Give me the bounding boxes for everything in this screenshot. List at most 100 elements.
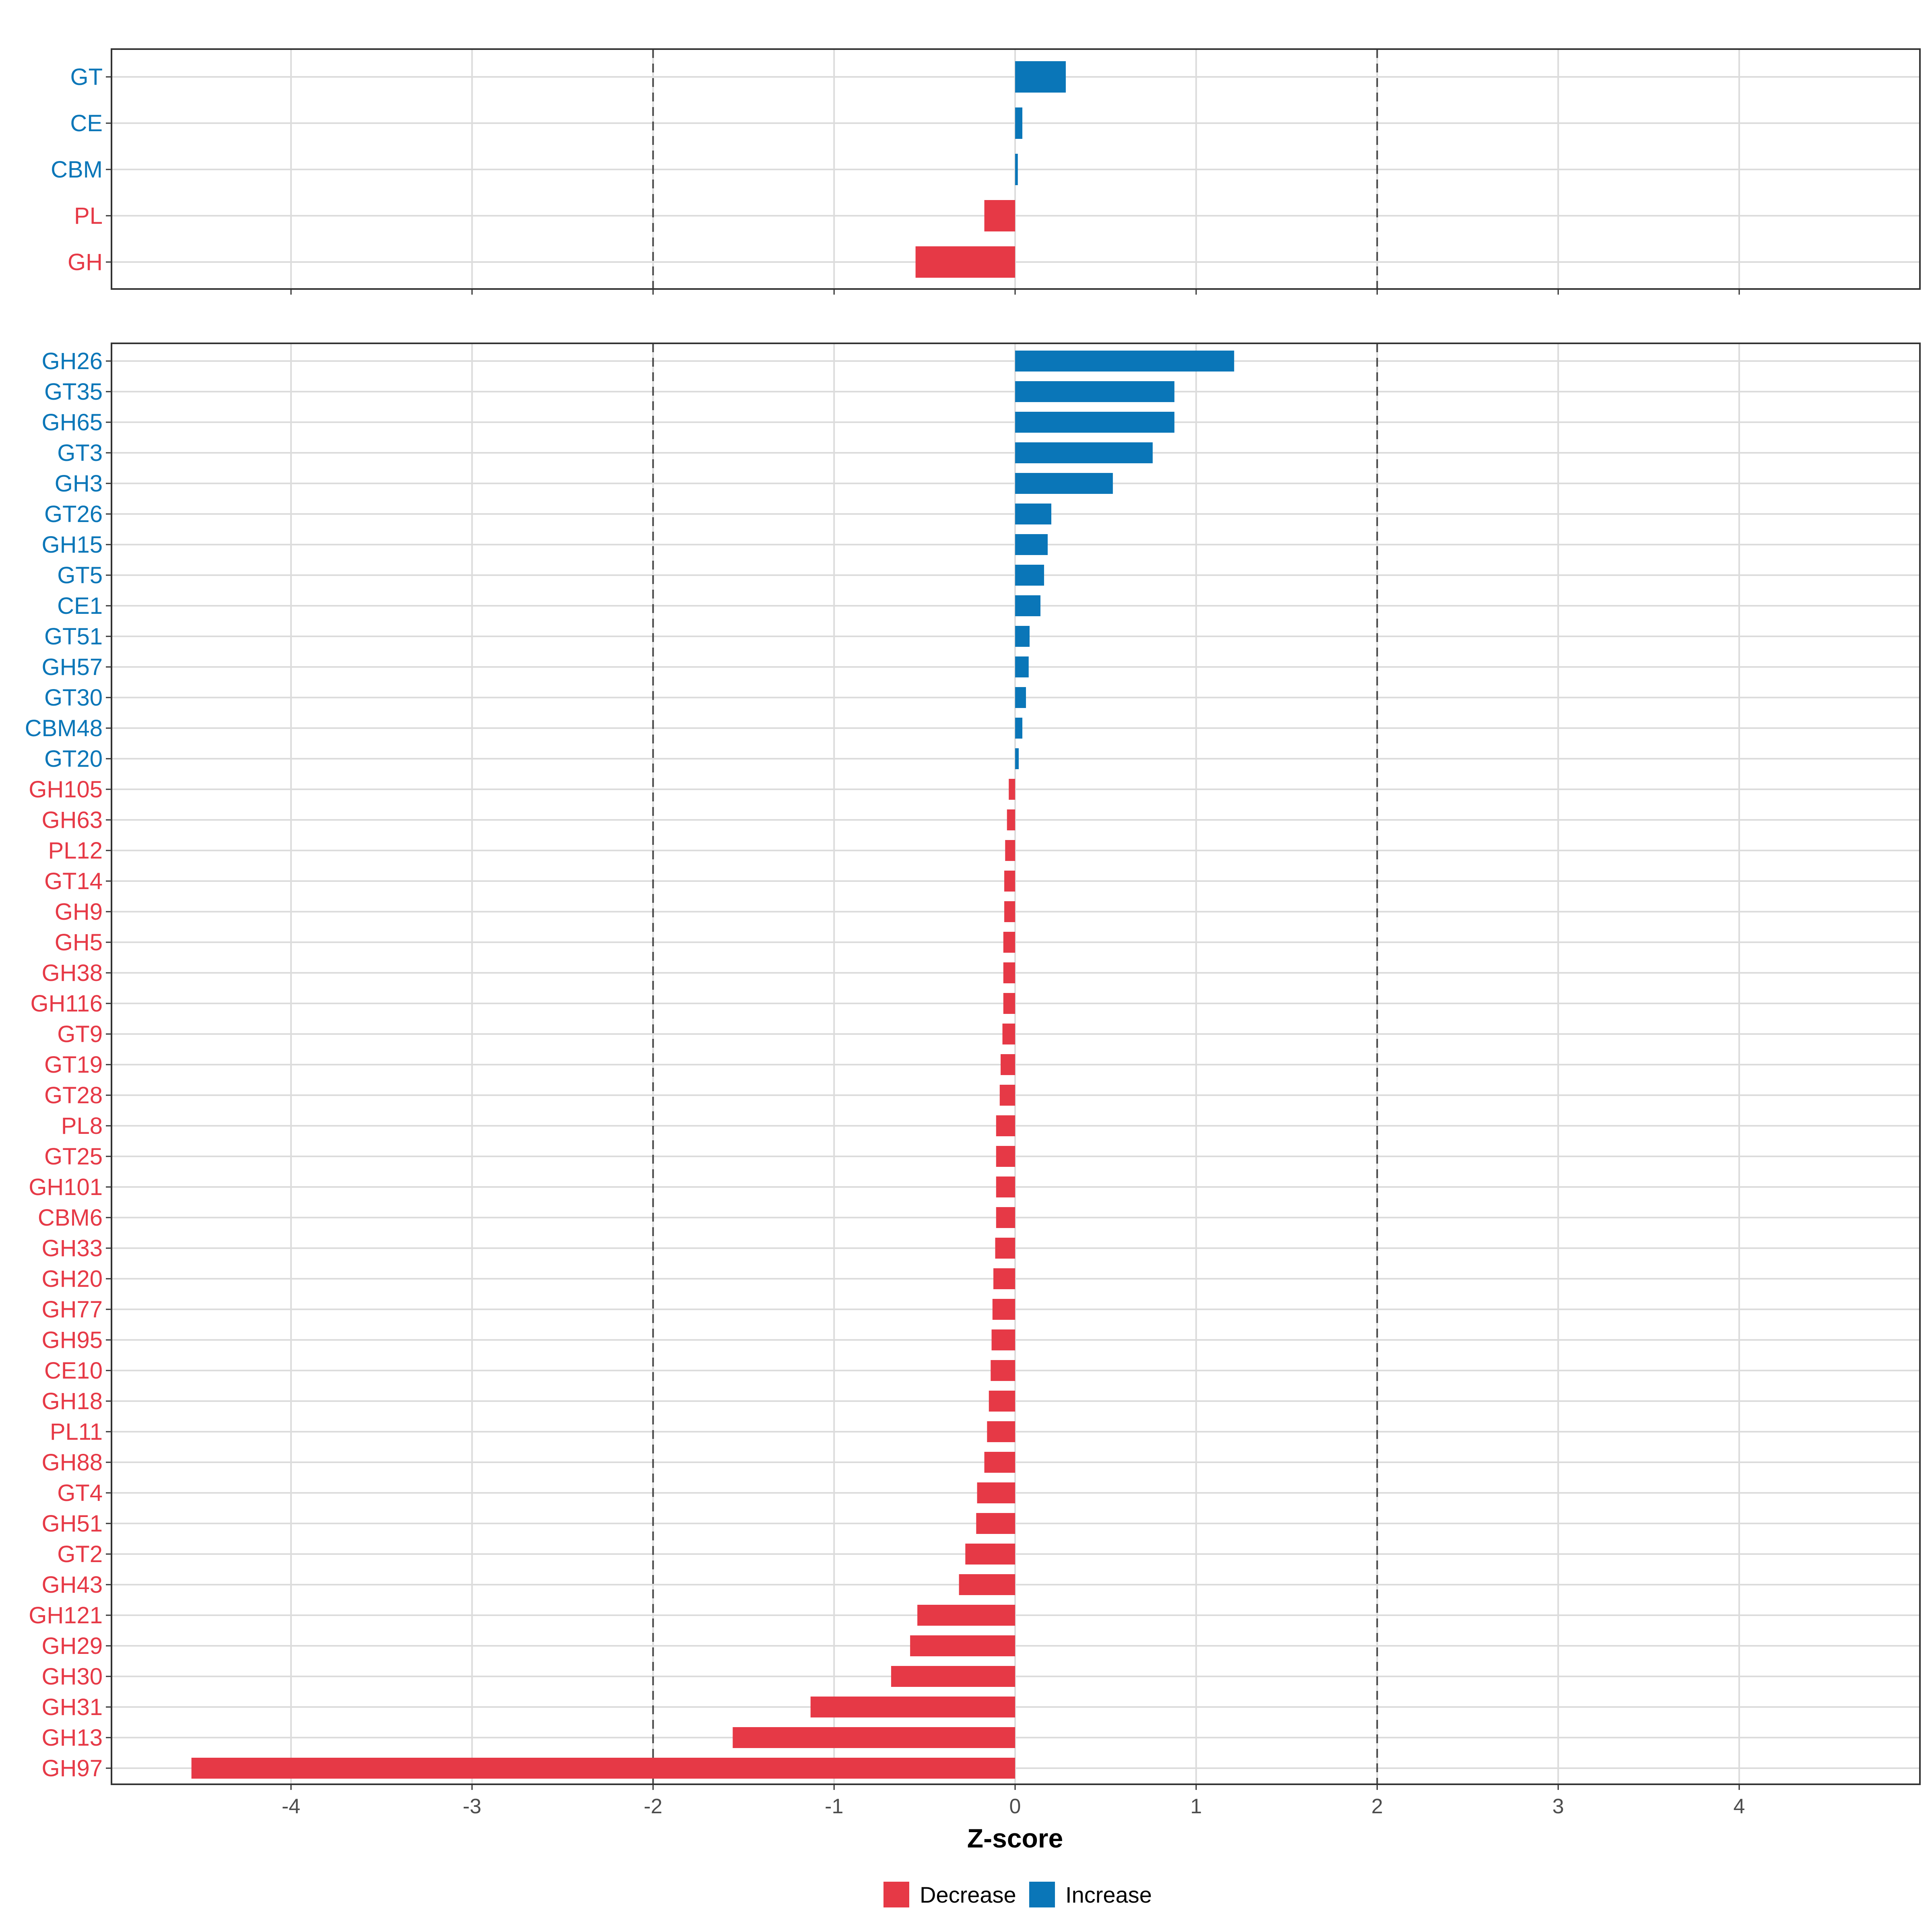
bar-gh88: [984, 1452, 1015, 1473]
category-label: GT35: [44, 379, 103, 405]
category-label: GH101: [29, 1174, 103, 1200]
category-label: GT9: [57, 1021, 103, 1047]
x-tick-label: 3: [1552, 1795, 1564, 1818]
category-label: GH9: [55, 899, 103, 925]
category-label: GH57: [41, 654, 103, 680]
legend-label-increase: Increase: [1065, 1882, 1152, 1907]
category-label: GH20: [41, 1266, 103, 1292]
bar-gh33: [995, 1238, 1015, 1259]
category-label: GT19: [44, 1052, 103, 1078]
bar-gt20: [1015, 748, 1019, 769]
legend: Decrease Increase: [883, 1882, 1152, 1907]
bar-gh105: [1009, 779, 1015, 800]
bar-ce1: [1015, 595, 1040, 616]
bar-gh43: [959, 1574, 1015, 1595]
category-label: GT14: [44, 868, 103, 894]
category-label: GH18: [41, 1388, 103, 1414]
legend-key-decrease: [883, 1882, 909, 1907]
bar-gh95: [991, 1329, 1015, 1350]
bar-gt26: [1015, 504, 1051, 524]
category-label: GH29: [41, 1633, 103, 1659]
category-label: GT26: [44, 501, 103, 527]
top-panel: GT CE CBM PL GH: [51, 48, 1921, 295]
bar-gh31: [810, 1697, 1015, 1717]
bar-pl: [984, 200, 1015, 231]
category-label: GT2: [57, 1541, 103, 1567]
bar-gh30: [891, 1666, 1015, 1687]
category-label: GH116: [31, 991, 103, 1017]
bar-gt4: [977, 1482, 1015, 1503]
bar-gh20: [993, 1268, 1015, 1289]
category-label: GH95: [41, 1327, 103, 1353]
category-label: GH3: [55, 471, 103, 497]
bar-ce10: [991, 1360, 1015, 1381]
category-label: GH5: [55, 929, 103, 956]
legend-label-decrease: Decrease: [920, 1882, 1016, 1907]
category-label: PL12: [48, 838, 103, 864]
category-label: GT51: [44, 623, 103, 650]
category-label: GT: [70, 64, 103, 90]
bar-gh18: [989, 1391, 1015, 1412]
bar-gh3: [1015, 473, 1113, 494]
category-label: GH88: [41, 1449, 103, 1476]
category-label: GH97: [41, 1755, 103, 1781]
category-label: PL8: [61, 1113, 103, 1139]
bar-cbm6: [996, 1207, 1015, 1228]
category-label: GH65: [41, 409, 103, 436]
category-label: GH26: [41, 348, 103, 374]
bar-gt2: [965, 1544, 1015, 1565]
category-label: CE1: [57, 593, 103, 619]
bar-gt28: [999, 1085, 1015, 1106]
x-tick-label: 0: [1009, 1795, 1021, 1818]
bar-gh26: [1015, 351, 1234, 372]
x-axis: -4 -3 -2 -1 0 1 2 3 4: [282, 1795, 1745, 1818]
category-label: GT4: [57, 1480, 103, 1506]
bar-gh63: [1007, 809, 1015, 830]
bar-gt9: [1002, 1024, 1015, 1044]
bar-gh15: [1015, 534, 1048, 555]
category-label: PL: [74, 203, 103, 229]
legend-key-increase: [1029, 1882, 1055, 1907]
category-label: CBM: [51, 157, 103, 183]
category-label: GT30: [44, 685, 103, 711]
category-label: GH63: [41, 807, 103, 833]
category-label: GH31: [41, 1694, 103, 1720]
bar-gh57: [1015, 656, 1029, 677]
bar-pl12: [1005, 840, 1015, 861]
x-tick-label: -4: [282, 1795, 300, 1818]
bar-gh121: [917, 1605, 1015, 1626]
category-label: PL11: [50, 1419, 103, 1445]
bar-gh65: [1015, 412, 1174, 433]
x-tick-label: -2: [644, 1795, 662, 1818]
category-label: GH: [68, 249, 103, 275]
bar-gh: [915, 246, 1015, 278]
bar-gt: [1015, 61, 1066, 93]
bar-gt35: [1015, 381, 1174, 402]
bar-gt30: [1015, 687, 1026, 708]
category-label: GT25: [44, 1144, 103, 1170]
x-tick-label: -1: [825, 1795, 843, 1818]
category-label: GH77: [41, 1296, 103, 1323]
bar-gt5: [1015, 565, 1044, 586]
category-label: GH15: [41, 532, 103, 558]
category-label: GT28: [44, 1082, 103, 1108]
bar-gh5: [1003, 932, 1015, 953]
category-label: GH30: [41, 1664, 103, 1690]
bar-gt14: [1004, 871, 1015, 892]
x-tick-label: 4: [1734, 1795, 1745, 1818]
category-label: CBM6: [38, 1205, 103, 1231]
bar-gh77: [992, 1299, 1015, 1320]
bar-gt19: [1001, 1054, 1015, 1075]
bar-gh29: [910, 1635, 1015, 1656]
bar-gh38: [1003, 962, 1015, 983]
category-label: CE10: [44, 1358, 103, 1384]
x-axis-title: Z-score: [967, 1823, 1063, 1853]
bar-cbm48: [1015, 718, 1022, 739]
category-label: GH33: [41, 1235, 103, 1261]
bar-cbm: [1015, 154, 1018, 185]
category-label: GT5: [57, 562, 103, 588]
category-label: GH43: [41, 1572, 103, 1598]
bar-gt51: [1015, 626, 1030, 647]
category-label: CE: [70, 110, 103, 136]
